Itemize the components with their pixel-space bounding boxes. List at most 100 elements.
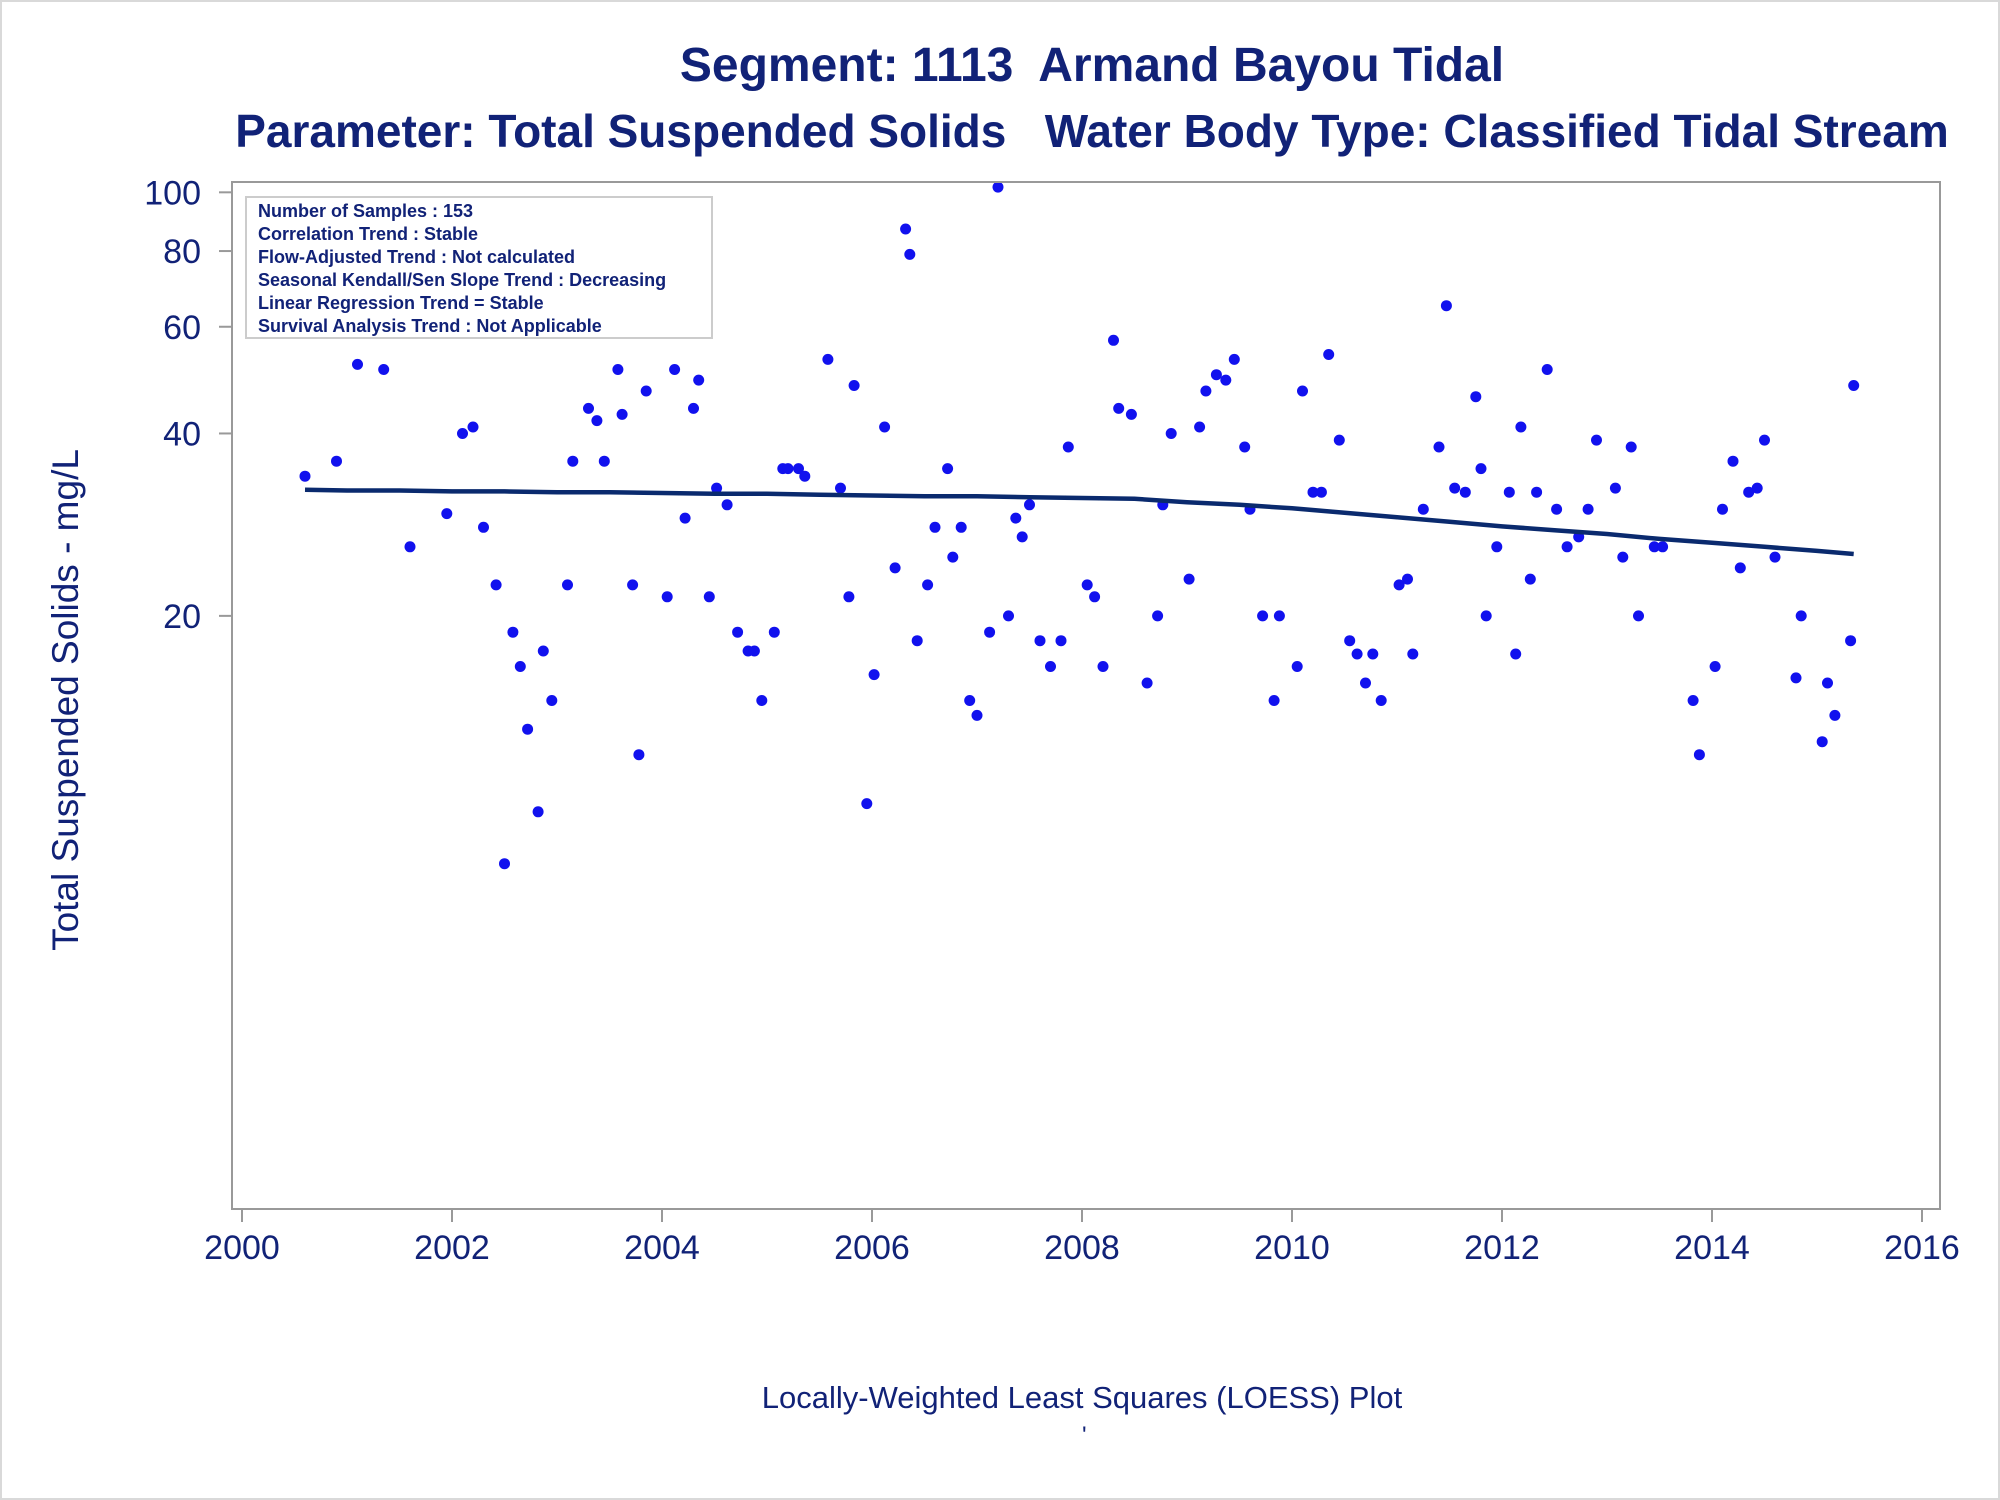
data-point xyxy=(992,181,1004,193)
y-tick-label: 40 xyxy=(163,415,201,453)
data-point xyxy=(756,695,768,706)
data-point xyxy=(378,364,390,375)
data-point xyxy=(1727,455,1739,467)
data-point xyxy=(900,223,912,235)
y-tick-label: 20 xyxy=(163,598,201,636)
data-point xyxy=(1055,635,1067,647)
data-point xyxy=(1848,380,1860,391)
data-point xyxy=(721,499,733,511)
data-point xyxy=(532,806,544,818)
data-point xyxy=(793,463,804,475)
stats-legend: Number of Samples : 153 Correlation Trend… xyxy=(245,196,713,339)
data-point xyxy=(583,402,594,414)
data-point xyxy=(467,421,479,433)
data-point xyxy=(1045,661,1056,672)
data-point xyxy=(1200,385,1212,397)
data-point xyxy=(1034,635,1046,647)
data-point xyxy=(1010,512,1022,524)
data-point xyxy=(822,353,834,365)
x-tick-label: 2006 xyxy=(834,1229,910,1267)
data-point xyxy=(942,463,954,475)
data-point xyxy=(1524,573,1536,585)
data-point xyxy=(1315,486,1327,498)
data-point xyxy=(522,723,534,735)
stats-legend-box xyxy=(245,196,713,339)
data-point xyxy=(1268,695,1280,706)
data-point xyxy=(1351,648,1363,660)
data-point xyxy=(1491,541,1503,553)
data-point xyxy=(441,508,453,520)
data-point xyxy=(669,364,681,375)
data-point xyxy=(1734,562,1746,574)
data-point xyxy=(1687,695,1699,706)
data-point xyxy=(1541,364,1553,375)
data-point xyxy=(1609,482,1621,494)
data-point xyxy=(971,709,983,721)
data-point xyxy=(640,385,652,397)
data-point xyxy=(1367,648,1379,660)
data-point xyxy=(879,421,891,433)
x-tick-label: 2008 xyxy=(1044,1229,1120,1267)
data-point xyxy=(457,428,468,439)
data-point xyxy=(1089,591,1101,603)
data-point xyxy=(1829,709,1841,721)
data-point xyxy=(567,455,579,467)
data-point xyxy=(964,695,976,706)
x-tick-label: 2014 xyxy=(1674,1229,1750,1267)
data-point xyxy=(1393,579,1405,591)
data-point xyxy=(1433,441,1445,453)
data-point xyxy=(868,669,880,681)
data-point xyxy=(1717,503,1728,515)
data-point xyxy=(1709,661,1721,672)
data-point xyxy=(1617,551,1629,563)
data-point xyxy=(748,645,760,657)
data-point xyxy=(693,374,705,386)
x-tick-label: 2004 xyxy=(624,1229,700,1267)
stats-legend-line: Flow-Adjusted Trend : Not calculated xyxy=(258,247,575,267)
data-point xyxy=(911,635,923,647)
data-point xyxy=(799,470,811,482)
x-tick-label: 2012 xyxy=(1464,1229,1540,1267)
data-point xyxy=(1657,541,1669,553)
data-point xyxy=(1152,610,1164,622)
data-point xyxy=(1449,482,1461,494)
stats-legend-line: Linear Regression Trend = Stable xyxy=(258,293,544,313)
loess-trend-line xyxy=(304,487,1854,557)
data-point xyxy=(1257,610,1269,622)
data-point xyxy=(1239,441,1251,453)
data-point xyxy=(1769,551,1781,563)
data-point xyxy=(1531,486,1543,498)
data-point xyxy=(732,626,744,638)
data-point xyxy=(1097,661,1109,672)
data-point xyxy=(955,521,967,533)
data-point xyxy=(1633,610,1644,622)
data-point xyxy=(1024,499,1035,511)
stats-legend-line: Correlation Trend : Stable xyxy=(258,224,478,244)
data-point xyxy=(499,858,510,870)
x-tick-label: 2016 xyxy=(1884,1229,1960,1267)
data-point xyxy=(1440,300,1452,312)
data-point xyxy=(514,661,526,672)
stats-legend-line: Number of Samples : 153 xyxy=(258,201,473,221)
data-point xyxy=(1307,486,1319,498)
data-point xyxy=(688,402,699,414)
data-point xyxy=(627,579,639,591)
data-point xyxy=(1743,486,1755,498)
data-point xyxy=(1795,610,1807,622)
data-point xyxy=(984,626,996,638)
data-point xyxy=(612,364,624,375)
data-point xyxy=(889,562,901,574)
data-point xyxy=(947,551,959,563)
data-point xyxy=(1551,503,1563,515)
data-point xyxy=(1402,573,1413,585)
data-point xyxy=(1407,648,1419,660)
data-point xyxy=(299,470,311,482)
data-point xyxy=(703,591,715,603)
chart-marks xyxy=(299,181,1860,870)
data-point xyxy=(1003,610,1014,622)
x-tick-label: 2010 xyxy=(1254,1229,1330,1267)
data-point xyxy=(537,645,549,657)
x-tick-label: 2000 xyxy=(204,1229,280,1267)
footnote-mark: ' xyxy=(1082,1422,1087,1449)
